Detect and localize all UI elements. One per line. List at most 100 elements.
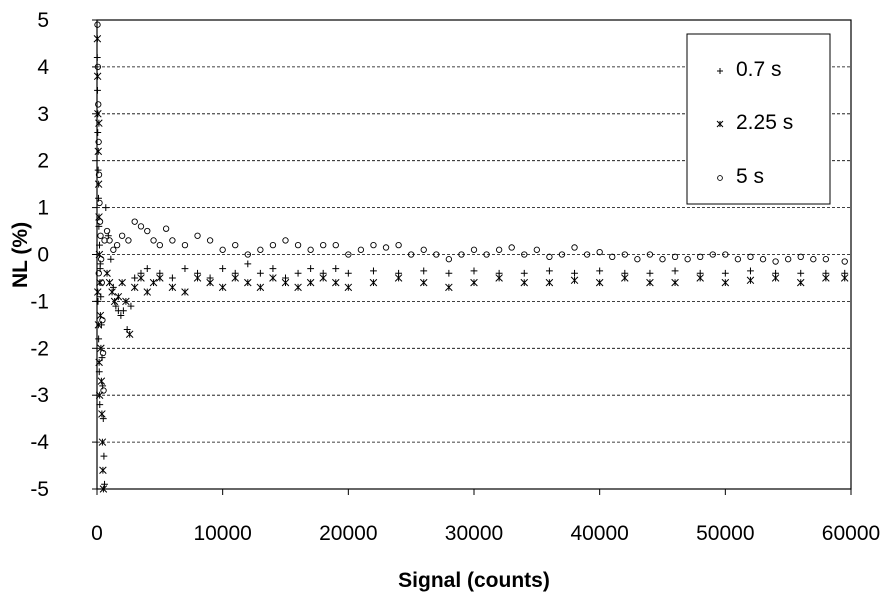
data-point-plus [256, 269, 264, 277]
data-point-asterisk [156, 274, 164, 282]
data-point-circle [772, 258, 779, 265]
data-point-asterisk [332, 278, 340, 287]
data-point-asterisk [256, 283, 265, 292]
data-point-circle [521, 251, 528, 258]
data-point-circle [97, 232, 104, 239]
data-point-plus [102, 204, 110, 211]
data-point-circle [125, 237, 132, 244]
x-tick-label: 20000 [319, 522, 377, 545]
data-point-circle [97, 256, 105, 263]
data-point-plus [470, 267, 478, 275]
data-point-circle [345, 251, 352, 258]
data-point-circle [137, 223, 145, 230]
data-point-asterisk [545, 278, 554, 287]
data-point-asterisk [721, 278, 730, 287]
data-point-circle [495, 246, 503, 253]
x-axis-ticks: 0 10000 20000 30000 40000 50000 60000 [91, 489, 880, 545]
data-point-asterisk [595, 278, 604, 287]
data-point-circle [709, 251, 716, 258]
data-point-circle [118, 232, 126, 239]
legend-marker-plus [717, 68, 723, 74]
data-point-asterisk [94, 180, 103, 188]
data-point-plus [332, 265, 340, 272]
data-point-circle [621, 251, 628, 258]
data-point-asterisk [646, 278, 654, 287]
data-point-plus [95, 335, 103, 343]
data-point-plus [420, 267, 428, 275]
data-point-circle [206, 237, 214, 244]
gridlines [97, 66, 851, 443]
data-point-circle [113, 241, 121, 249]
data-point-circle [370, 241, 377, 249]
data-point-circle [697, 253, 704, 261]
data-point-circle [433, 251, 440, 258]
x-tick-label: 50000 [696, 522, 754, 545]
data-point-circle [95, 171, 103, 178]
data-point-plus [294, 269, 302, 277]
data-point-circle [596, 248, 603, 256]
data-point-asterisk [621, 274, 629, 282]
data-point-circle [150, 237, 157, 244]
data-point-circle [232, 241, 239, 249]
data-point-circle [659, 256, 666, 263]
data-point-plus [101, 480, 108, 488]
data-point-circle [407, 251, 415, 258]
legend-marker-circle [717, 175, 723, 181]
data-point-asterisk [671, 278, 679, 287]
data-point-circle [483, 251, 490, 258]
data-point-plus [721, 269, 729, 277]
legend-marker-asterisk [716, 120, 724, 128]
data-point-circle [106, 237, 113, 244]
data-point-asterisk [218, 283, 227, 292]
data-point-asterisk [193, 274, 202, 282]
data-point-circle [445, 256, 453, 263]
data-point-circle [169, 237, 176, 244]
data-point-circle [797, 253, 804, 261]
data-point-asterisk [394, 274, 403, 282]
data-point-plus [571, 269, 578, 277]
data-point-circle [583, 251, 591, 258]
data-point-circle [110, 246, 117, 253]
data-point-circle [558, 251, 566, 258]
data-point-circle [470, 246, 478, 253]
data-point-asterisk [94, 288, 102, 296]
legend-symbol-asterisk [716, 120, 724, 128]
data-point-asterisk [122, 297, 130, 306]
data-point-asterisk [99, 466, 107, 474]
y-tick-label: 2 [37, 150, 49, 173]
legend-symbol-plus [717, 68, 723, 74]
data-point-circle [646, 251, 654, 258]
data-point-circle [320, 241, 327, 249]
data-point-plus [131, 274, 139, 282]
data-point-plus [520, 269, 528, 277]
y-tick-label: -3 [30, 384, 49, 407]
data-point-asterisk [570, 276, 579, 285]
y-tick-label: 5 [37, 9, 49, 32]
data-point-circle [99, 316, 106, 324]
data-point-plus [269, 265, 277, 272]
data-point-circle [332, 241, 339, 249]
y-tick-label: 1 [37, 197, 49, 220]
data-point-circle [156, 241, 164, 249]
data-point-asterisk [108, 288, 116, 296]
data-point-circle [99, 349, 107, 357]
data-point-circle [546, 253, 553, 261]
data-point-circle [784, 256, 792, 263]
data-point-asterisk [269, 274, 277, 282]
data-point-plus [797, 269, 805, 277]
data-point-asterisk [97, 377, 106, 385]
data-point-circle [95, 101, 102, 108]
data-point-asterisk [281, 278, 290, 287]
data-point-circle [810, 256, 817, 263]
data-point-circle [307, 246, 314, 253]
y-axis-title: NL (%) [9, 222, 32, 288]
x-axis-title: Signal (counts) [398, 569, 550, 592]
data-point-plus [546, 267, 553, 275]
data-point-circle [282, 237, 289, 244]
data-point-circle [382, 244, 390, 251]
data-point-plus [445, 269, 453, 277]
data-point-plus [307, 265, 315, 272]
data-point-asterisk [118, 278, 126, 287]
data-point-plus [94, 129, 102, 136]
data-point-circle [131, 218, 138, 225]
